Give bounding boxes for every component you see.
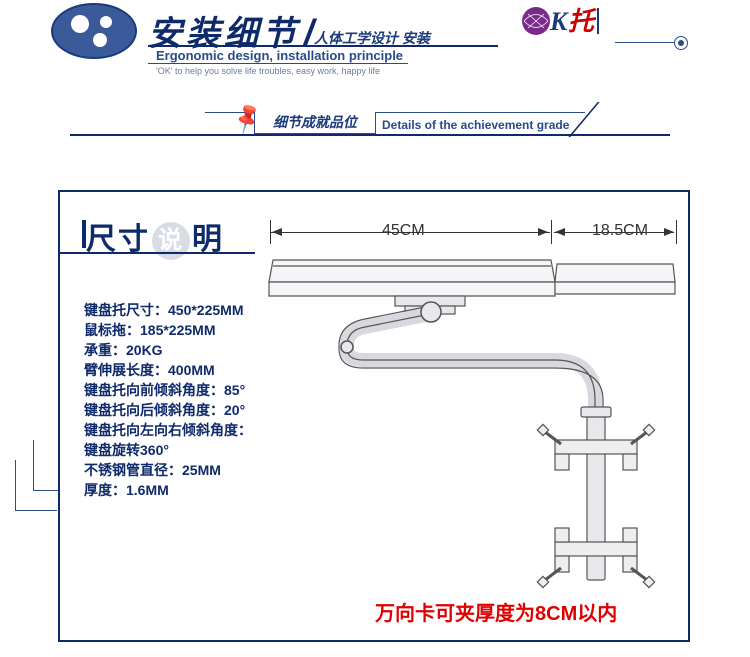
subbanner-box-cn: 细节成就品位 (254, 112, 376, 134)
dim-arrow-icon (538, 228, 548, 236)
spec-row: 不锈钢管直径：25MM (84, 460, 252, 480)
spec-row: 键盘旋转360° (84, 440, 252, 460)
page-header: 安装细节/ 人体工学设计 安装 Ergonomic design, instal… (0, 0, 750, 85)
spec-row: 臂伸展长度：400MM (84, 360, 252, 380)
title-underline (60, 252, 255, 254)
svg-text:托: 托 (568, 7, 597, 36)
sub-banner: 📌 细节成就品位 Details of the achievement grad… (0, 110, 750, 165)
dim-tick (551, 220, 552, 244)
svg-text:K: K (549, 7, 569, 36)
brand-logo-icon: K 托 (520, 0, 630, 42)
header-title-en: Ergonomic design, installation principle (156, 48, 403, 63)
main-title-circle: 说 (152, 222, 190, 260)
spec-row: 键盘托向左向右倾斜角度： (84, 420, 252, 440)
header-target-icon (674, 36, 688, 50)
header-tagline: 'OK' to help you solve life troubles, ea… (156, 66, 380, 76)
dim-label-185: 18.5CM (592, 222, 648, 240)
spec-row: 键盘托向前倾斜角度：85° (84, 380, 252, 400)
spec-row: 键盘托尺寸：450*225MM (84, 300, 252, 320)
subbanner-slash-decor (568, 102, 632, 137)
main-panel: 尺寸说明 45CM 18.5CM 键盘托尺寸：450*225MM 鼠标拖：185… (58, 190, 690, 642)
dim-label-45: 45CM (382, 222, 425, 240)
callout-text: 万向卡可夹厚度为8CM以内 (375, 597, 617, 626)
dim-tick (676, 220, 677, 244)
spec-row: 鼠标拖：185*225MM (84, 320, 252, 340)
dim-arrow-icon (664, 228, 674, 236)
spec-row: 厚度：1.6MM (84, 480, 252, 500)
spec-row: 键盘托向后倾斜角度：20° (84, 400, 252, 420)
header-rule-2 (148, 63, 408, 64)
product-diagram (255, 242, 685, 602)
header-rule-right (615, 42, 675, 43)
header-rule-1 (148, 45, 498, 47)
subbanner-en: Details of the achievement grade (382, 118, 569, 132)
spec-list: 键盘托尺寸：450*225MM 鼠标拖：185*225MM 承重：20KG 臂伸… (84, 300, 252, 500)
logo-ellipse-icon (50, 2, 138, 60)
spec-row: 承重：20KG (84, 340, 252, 360)
